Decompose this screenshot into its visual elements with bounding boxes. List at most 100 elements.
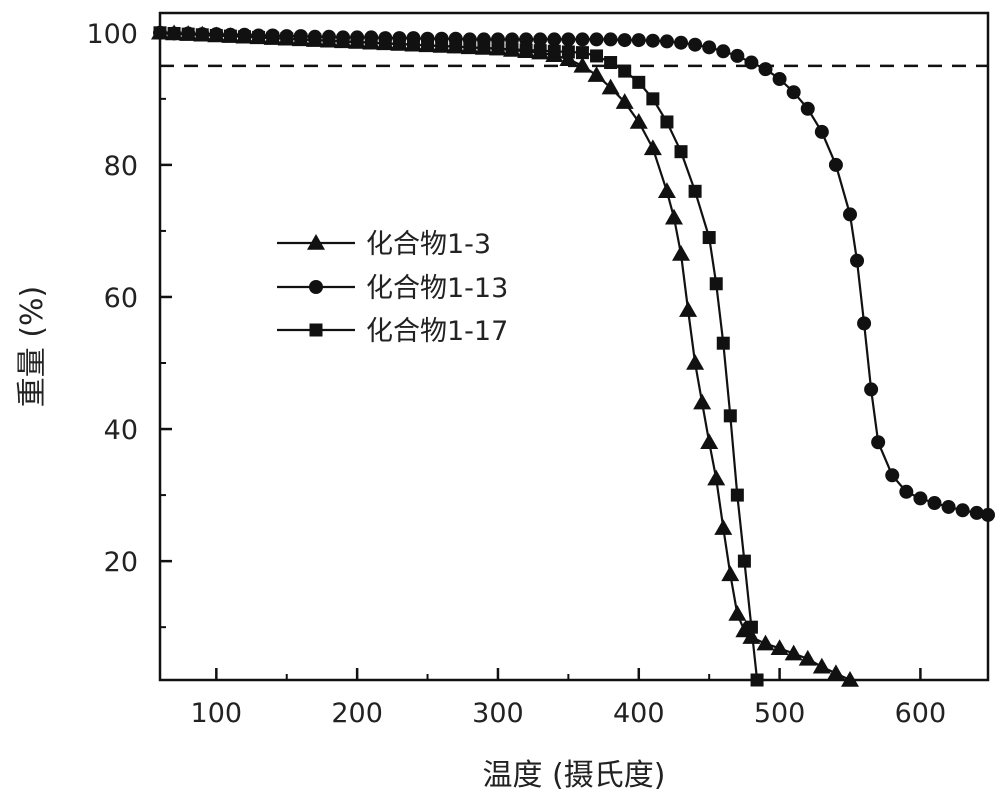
data-point	[604, 56, 617, 69]
data-point	[322, 34, 335, 47]
data-point	[224, 30, 237, 43]
data-point	[885, 468, 899, 482]
data-point	[665, 209, 683, 225]
data-point	[630, 113, 648, 129]
data-point	[801, 102, 815, 116]
data-point	[731, 489, 744, 502]
data-point	[956, 503, 970, 517]
legend-marker-circle	[309, 280, 323, 294]
data-point	[759, 62, 773, 76]
data-point	[547, 32, 561, 46]
data-point	[693, 394, 711, 410]
data-point	[829, 158, 843, 172]
data-point	[562, 45, 575, 58]
data-point	[942, 500, 956, 514]
data-point	[724, 409, 737, 422]
data-point	[815, 125, 829, 139]
data-point	[520, 43, 533, 56]
legend: 化合物1-3 化合物1-13 化合物1-17	[277, 229, 508, 347]
data-point	[421, 39, 434, 52]
y-tick-label: 100	[86, 19, 138, 50]
y-tick-label: 60	[104, 283, 138, 314]
x-tick-label: 400	[613, 698, 665, 729]
series-circle	[153, 26, 995, 522]
data-point	[660, 34, 674, 48]
data-point	[477, 42, 490, 55]
data-point	[707, 470, 725, 486]
data-point	[618, 33, 632, 47]
data-point	[700, 433, 718, 449]
data-point	[379, 37, 392, 50]
legend-label: 化合物1-3	[366, 229, 491, 260]
data-point	[871, 435, 885, 449]
data-point	[548, 45, 561, 58]
data-point	[280, 32, 293, 45]
data-point	[294, 33, 307, 46]
y-tick-label: 20	[104, 547, 138, 578]
data-point	[857, 316, 871, 330]
data-point	[745, 621, 758, 634]
legend-label: 化合物1-17	[366, 316, 508, 347]
data-point	[660, 115, 673, 128]
data-point	[716, 44, 730, 58]
data-point	[407, 38, 420, 51]
data-point	[644, 139, 662, 155]
data-point	[576, 46, 589, 59]
x-tick-label: 500	[754, 698, 806, 729]
data-point	[787, 85, 801, 99]
data-point	[714, 519, 732, 535]
data-point	[252, 31, 265, 44]
data-point	[850, 254, 864, 268]
legend-marker-square	[310, 324, 323, 337]
data-point	[785, 645, 803, 661]
data-point	[534, 44, 547, 57]
data-point	[575, 32, 589, 46]
data-point	[435, 40, 448, 53]
data-point	[672, 245, 690, 261]
x-axis-title: 温度 (摄氏度)	[483, 758, 666, 793]
x-tick-label: 200	[331, 698, 383, 729]
data-point	[730, 49, 744, 63]
data-point	[703, 231, 716, 244]
data-point	[182, 28, 195, 41]
data-point	[266, 32, 279, 45]
x-tick-label: 100	[191, 698, 243, 729]
data-point	[449, 40, 462, 53]
data-point	[590, 49, 603, 62]
x-tick-label: 600	[895, 698, 947, 729]
data-point	[675, 145, 688, 158]
data-point	[728, 605, 746, 621]
data-point	[773, 72, 787, 86]
series-triangle	[151, 24, 859, 687]
data-point	[744, 56, 758, 70]
data-point	[646, 34, 660, 48]
data-point	[843, 207, 857, 221]
data-point	[899, 485, 913, 499]
data-point	[632, 76, 645, 89]
data-point	[590, 32, 604, 46]
legend-label: 化合物1-13	[366, 273, 508, 304]
data-point	[491, 42, 504, 55]
data-point	[604, 32, 618, 46]
data-point	[210, 29, 223, 42]
data-point	[688, 38, 702, 52]
data-point	[308, 34, 321, 47]
data-point	[927, 496, 941, 510]
data-point	[506, 43, 519, 56]
data-point	[337, 35, 350, 48]
plot-frame	[160, 13, 988, 680]
data-point	[689, 185, 702, 198]
data-point	[686, 354, 704, 370]
y-axis-title: 重量 (%)	[15, 286, 50, 407]
data-point	[351, 36, 364, 49]
y-tick-label: 40	[104, 415, 138, 446]
data-point	[738, 555, 751, 568]
data-point	[674, 36, 688, 50]
data-point	[393, 38, 406, 51]
data-point	[658, 182, 676, 198]
data-point	[238, 30, 251, 43]
data-point	[646, 92, 659, 105]
data-point	[463, 41, 476, 54]
data-point	[365, 36, 378, 49]
